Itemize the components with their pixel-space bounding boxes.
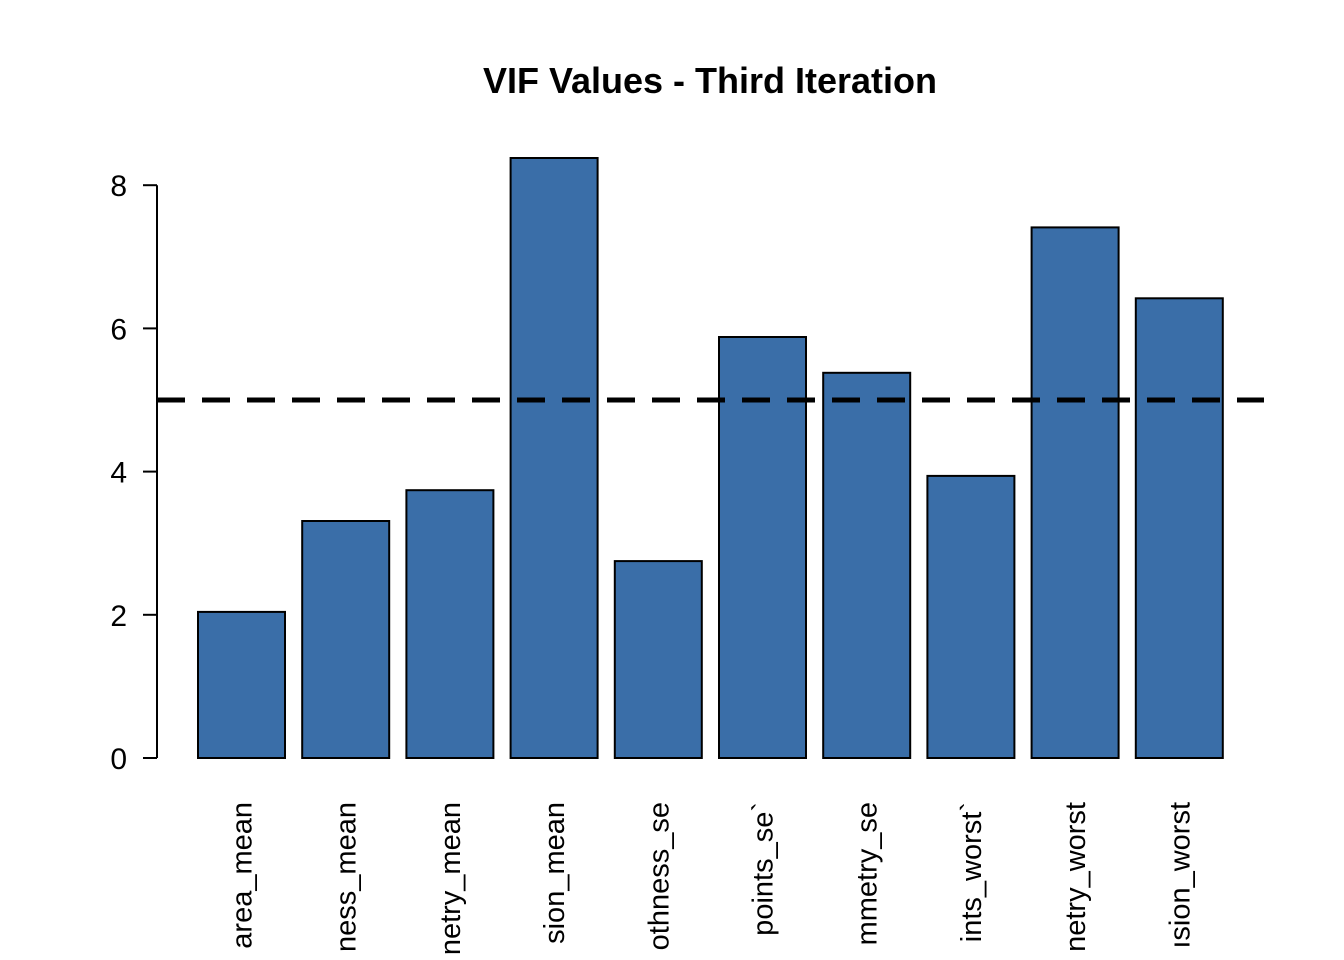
bar-6 <box>718 336 807 759</box>
bar-9 <box>1030 226 1120 759</box>
y-tick-label: 4 <box>110 457 127 490</box>
y-tick-label: 0 <box>110 743 127 776</box>
bar-2 <box>301 520 391 759</box>
bar-3 <box>405 489 495 759</box>
y-tick-label: 8 <box>110 170 127 203</box>
y-axis: 0 2 4 6 8 <box>110 170 158 776</box>
bar-4 <box>509 157 599 759</box>
bar-8 <box>926 474 1016 759</box>
x-category-label: area_mean <box>227 802 259 949</box>
y-tick-label: 2 <box>110 600 127 633</box>
x-category-label: ness_mean <box>331 802 363 952</box>
x-category-label: netry_worst <box>1060 802 1092 952</box>
x-category-label: othness_se <box>643 802 675 950</box>
bar-7 <box>822 371 912 759</box>
x-category-label: points_se` <box>748 802 780 936</box>
x-category-label: ısion_worst <box>1164 802 1196 949</box>
x-category-label: netry_mean <box>435 802 467 955</box>
x-category-label: ints_worst` <box>956 802 988 942</box>
chart-title: VIF Values - Third Iteration <box>483 60 937 101</box>
bar-5 <box>613 560 703 759</box>
x-axis-labels: area_mean ness_mean netry_mean sion_mean oth… <box>227 802 1197 955</box>
x-category-label: sion_mean <box>539 802 571 944</box>
x-category-label: mmetry_se <box>852 802 884 945</box>
bar-1 <box>197 610 286 760</box>
bar-10 <box>1134 297 1224 759</box>
y-tick-label: 6 <box>110 313 127 346</box>
bars <box>197 157 1224 760</box>
